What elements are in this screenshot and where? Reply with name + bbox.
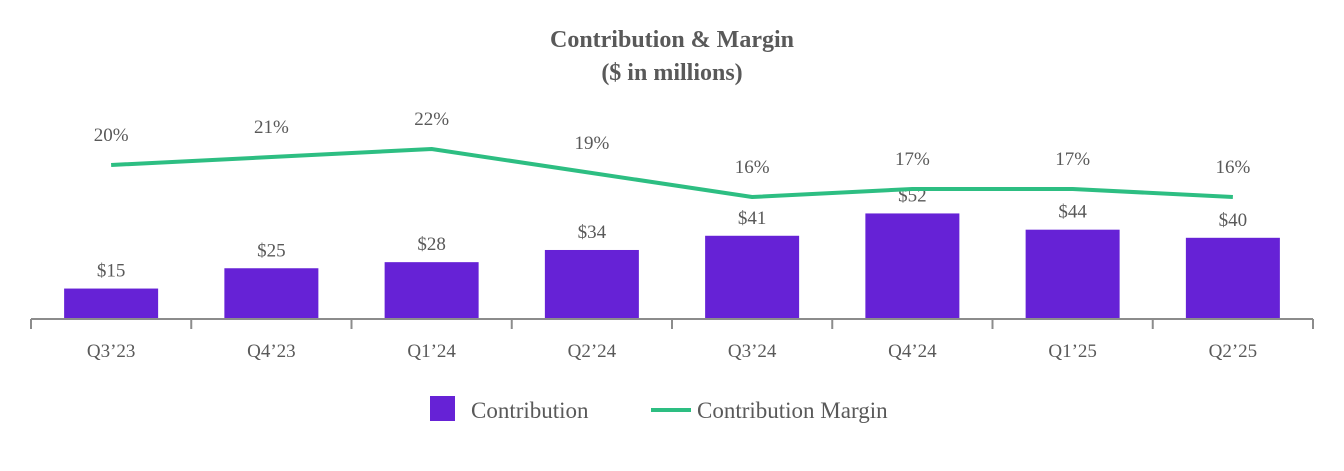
x-tick-label: Q4’23 — [247, 341, 296, 362]
x-tick-label: Q2’25 — [1209, 341, 1258, 362]
bar-data-label: $25 — [257, 240, 286, 261]
line-data-label: 19% — [574, 133, 609, 154]
x-tick-label: Q4’24 — [888, 341, 937, 362]
bar-data-label: $44 — [1058, 202, 1087, 223]
x-tick-label: Q1’25 — [1048, 341, 1097, 362]
bar-contribution — [224, 268, 319, 319]
bar-contribution — [865, 213, 960, 319]
legend: Contribution Contribution Margin — [430, 396, 888, 423]
bar-contribution — [705, 235, 800, 319]
line-data-label: 22% — [414, 109, 449, 130]
bar-contribution — [384, 262, 479, 319]
legend-label-contribution: Contribution — [471, 398, 589, 423]
legend-swatch-contribution — [430, 396, 455, 421]
line-data-label: 20% — [94, 125, 129, 146]
chart-title: Contribution & Margin — [550, 27, 794, 53]
x-tick-label: Q3’24 — [728, 341, 777, 362]
x-tick-label: Q3’23 — [87, 341, 136, 362]
bar-data-label: $41 — [738, 208, 767, 229]
bar-data-label: $40 — [1219, 210, 1248, 231]
bar-data-label: $28 — [417, 234, 446, 255]
legend-label-margin: Contribution Margin — [697, 398, 888, 423]
line-contribution-margin — [111, 147, 1233, 199]
line-data-label: 17% — [895, 149, 930, 170]
line-data-label: 16% — [1215, 157, 1250, 178]
bar-contribution — [1185, 237, 1280, 319]
x-tick-label: Q2’24 — [568, 341, 617, 362]
x-tick-label: Q1’24 — [407, 341, 456, 362]
bar-contribution — [544, 249, 639, 319]
bar-data-label: $34 — [578, 222, 607, 243]
line-data-label: 17% — [1055, 149, 1090, 170]
line-data-label: 21% — [254, 117, 289, 138]
chart-subtitle: ($ in millions) — [601, 60, 742, 86]
line-data-label: 16% — [735, 157, 770, 178]
bar-contribution — [1025, 229, 1120, 319]
bar-data-label: $15 — [97, 261, 126, 282]
bar-contribution — [64, 288, 159, 319]
